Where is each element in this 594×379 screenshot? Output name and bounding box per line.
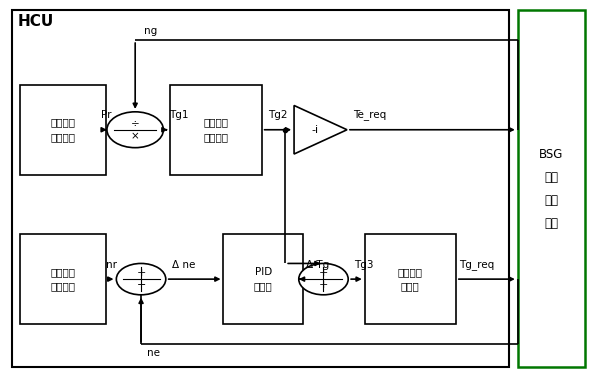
Text: BSG
混合
动力
系统: BSG 混合 动力 系统 <box>539 149 564 230</box>
Text: 电机发电
扟矩限制: 电机发电 扟矩限制 <box>204 117 229 142</box>
Text: Tg2: Tg2 <box>267 110 287 121</box>
Text: +: + <box>319 268 328 278</box>
Text: ×: × <box>131 132 140 142</box>
Text: 发电功率
需求计算: 发电功率 需求计算 <box>50 117 75 142</box>
Text: 电机总扟
矩限制: 电机总扟 矩限制 <box>398 267 423 291</box>
Text: Te_req: Te_req <box>353 110 386 121</box>
Text: ne: ne <box>147 348 160 358</box>
Text: Tg1: Tg1 <box>169 110 189 121</box>
Circle shape <box>107 112 163 148</box>
Text: Δ ne: Δ ne <box>172 260 195 270</box>
Text: −: − <box>137 280 146 290</box>
Text: +: + <box>319 280 328 290</box>
Polygon shape <box>294 105 347 154</box>
Circle shape <box>299 263 348 295</box>
Text: -i: -i <box>311 125 318 135</box>
Text: Tg3: Tg3 <box>354 260 374 270</box>
Bar <box>12 10 509 367</box>
Text: Δ Tg: Δ Tg <box>306 260 329 270</box>
Text: ÷: ÷ <box>131 118 140 128</box>
Bar <box>365 234 456 324</box>
Bar <box>20 85 106 175</box>
Text: 怎速目标
转速计算: 怎速目标 转速计算 <box>50 267 75 291</box>
Text: HCU: HCU <box>17 14 53 29</box>
Text: Pr: Pr <box>101 110 112 121</box>
Bar <box>20 234 106 324</box>
Text: Tg_req: Tg_req <box>459 259 494 270</box>
Text: +: + <box>137 268 146 278</box>
Text: nr: nr <box>106 260 116 270</box>
Bar <box>517 10 585 367</box>
Text: ng: ng <box>144 27 157 36</box>
Bar <box>170 85 262 175</box>
Circle shape <box>116 263 166 295</box>
Text: PID
控制器: PID 控制器 <box>254 267 273 291</box>
Bar <box>223 234 303 324</box>
